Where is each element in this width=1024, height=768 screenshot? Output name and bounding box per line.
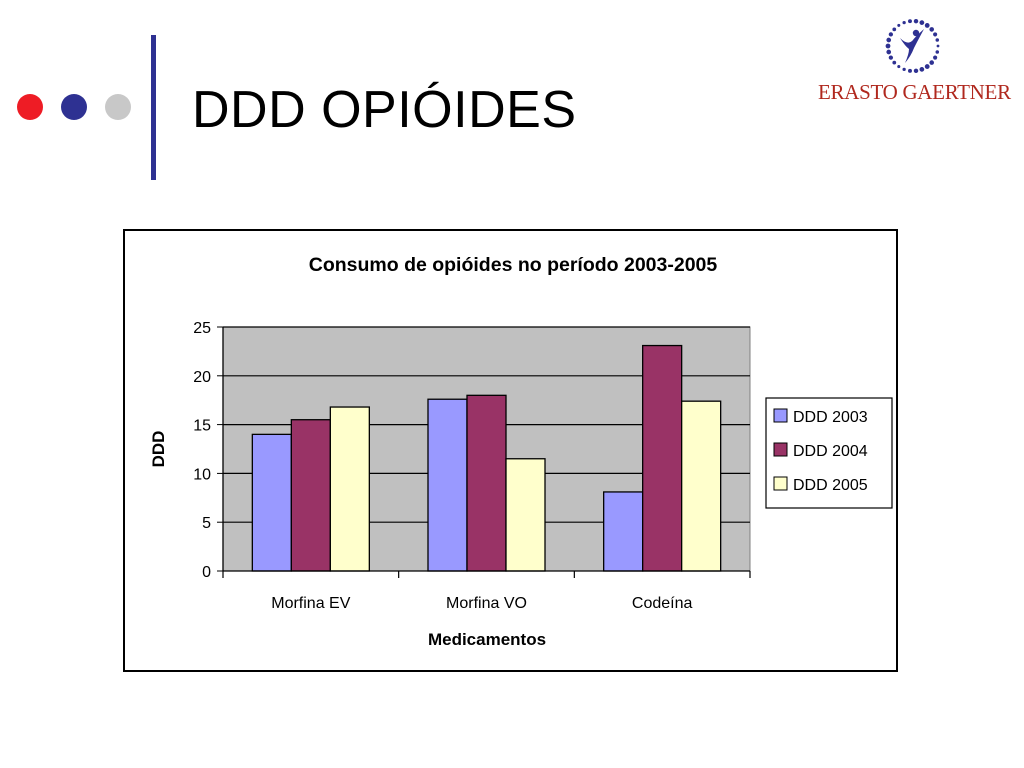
logo-ring-dot [933,32,938,37]
legend-label: DDD 2004 [793,443,868,460]
logo-ring-dot [886,49,892,55]
chart-title: Consumo de opióides no período 2003-2005 [309,254,718,276]
logo-ring-dot [933,55,938,60]
bar [681,400,722,572]
legend-swatch [773,408,788,423]
bar [603,491,644,572]
logo-ring-dot [885,43,891,49]
logo-ring-dot [892,27,897,32]
logo-ring-dot [897,23,901,27]
logo-ring-dot [929,60,934,65]
bullet-dot-gray [105,94,131,120]
bullet-dot-blue [61,94,87,120]
logo-ring-dot [908,19,912,24]
bar [329,406,370,572]
x-tick-label: Morfina EV [271,595,350,612]
y-tick-label: 10 [193,466,211,483]
bar [290,419,331,572]
legend-swatch [773,476,788,491]
human-figure-icon [885,18,940,74]
logo-ring-dot [913,18,919,24]
y-tick-label: 25 [193,320,211,337]
logo-ring-dot [935,50,940,54]
bar [466,394,507,572]
legend-label: DDD 2005 [793,477,868,494]
logo-ring-dot [919,67,925,72]
logo-ring-dot [913,68,919,74]
legend-label: DDD 2003 [793,409,868,426]
logo-ring-dot [924,23,930,28]
bar [251,433,292,572]
x-tick-label: Codeína [632,595,693,612]
logo-ring-dot [908,68,912,73]
bar [505,458,546,572]
logo-ring-dot [888,55,894,60]
logo-ring-dot [888,32,894,37]
logo-ring-dot [897,65,901,69]
logo: ERASTO GAERTNER [818,16,1011,106]
logo-ring-dot [902,67,906,72]
bar [427,398,468,572]
logo-ring-dot [924,64,930,69]
y-tick-label: 15 [193,418,211,435]
logo-figure-head [912,29,920,37]
logo-ring-dot [929,27,934,32]
slide-title: DDD OPIÓIDES [192,81,577,139]
bar [642,344,683,572]
logo-ring-dot [886,37,892,43]
y-tick-label: 20 [193,369,211,386]
logo-ring-dot [935,38,940,42]
logo-ring-dot [892,60,897,65]
logo-figure-body [900,29,924,63]
y-tick-label: 0 [202,564,211,581]
y-tick-label: 5 [202,515,211,532]
chart-legend: DDD 2003 DDD 2004 DDD 2005 [765,397,893,509]
logo-ring-dot [902,20,906,25]
bar-chart: Consumo de opióides no período 2003-2005… [149,254,893,649]
bullet-dot-red [17,94,43,120]
legend-swatch [773,442,788,457]
y-axis-label: DDD [149,431,168,468]
logo-ring-dot [919,20,925,25]
title-accent-bar [151,35,156,180]
logo-ring-dot [936,44,940,48]
chart-frame: Consumo de opióides no período 2003-2005… [123,229,898,672]
logo-text: ERASTO GAERTNER [818,80,1011,104]
x-tick-label: Morfina VO [446,595,527,612]
x-axis-label: Medicamentos [428,630,546,649]
